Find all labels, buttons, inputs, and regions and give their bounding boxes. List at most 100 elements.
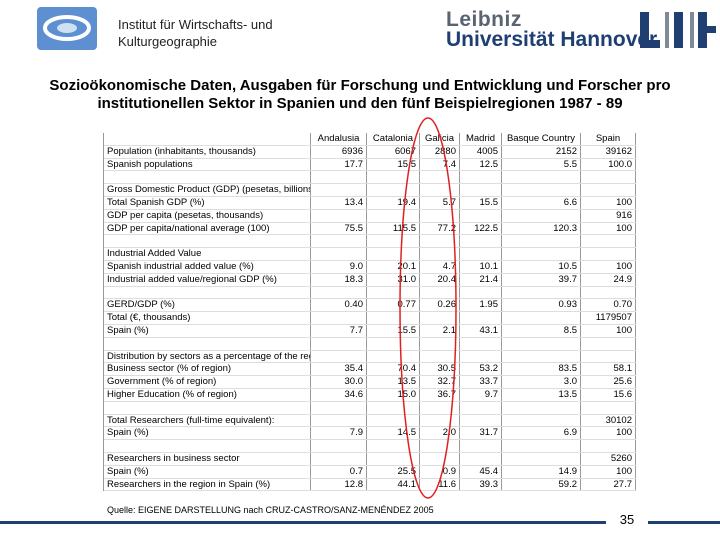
university-logo-line: Universität Hannover xyxy=(446,28,658,51)
table-cell: 2880 xyxy=(420,145,460,158)
table-cell: 0.7 xyxy=(311,465,367,478)
empty-cell xyxy=(367,184,420,196)
table-cell: 8.5 xyxy=(502,324,581,337)
empty-cell xyxy=(104,235,311,248)
source-note: Quelle: EIGENE DARSTELLUNG nach CRUZ-CAS… xyxy=(107,505,434,515)
table-cell: 122.5 xyxy=(460,222,502,235)
empty-cell xyxy=(420,209,460,222)
column-header: Andalusia xyxy=(311,133,367,145)
table-row: Spain (%) 0.7 25.5 0.9 45.4 14.9 100 xyxy=(104,465,636,479)
spacer-row xyxy=(104,235,636,249)
table-cell: 6.6 xyxy=(502,196,581,209)
table-cell: 100 xyxy=(581,222,636,235)
empty-cell xyxy=(502,440,581,452)
table-cell: 10.5 xyxy=(502,260,581,273)
table-row: Business sector (% of region) 35.4 70.4 30.… xyxy=(104,363,636,377)
table-cell: 0.93 xyxy=(502,299,581,312)
footer-line xyxy=(0,518,720,526)
row-label: Spanish populations xyxy=(104,158,311,171)
table-cell: 43.1 xyxy=(460,324,502,337)
empty-cell xyxy=(581,248,636,260)
empty-cell xyxy=(460,184,502,196)
empty-cell xyxy=(502,209,581,222)
table-cell: 100 xyxy=(581,465,636,478)
table-cell: 39.7 xyxy=(502,273,581,286)
table-cell: 13.4 xyxy=(311,196,367,209)
empty-cell xyxy=(460,248,502,260)
empty-cell xyxy=(420,452,460,465)
table-cell: 4.7 xyxy=(420,260,460,273)
luh-logo xyxy=(640,12,716,48)
row-label: Industrial Added Value xyxy=(104,248,311,260)
empty-cell xyxy=(460,337,502,350)
table-row: GERD/GDP (%) 0.40 0.77 0.26 1.95 0.93 0.70 xyxy=(104,299,636,313)
table-cell: 6067 xyxy=(367,145,420,158)
row-label: Total (€, thousands) xyxy=(104,312,311,324)
empty-cell xyxy=(367,337,420,350)
empty-cell xyxy=(581,440,636,452)
table-row: Spanish populations 17.7 15.5 7.4 12.5 5.5 100… xyxy=(104,158,636,172)
empty-cell xyxy=(420,401,460,414)
empty-cell xyxy=(367,414,420,427)
row-label: GDP per capita/national average (100) xyxy=(104,222,311,235)
empty-cell xyxy=(420,171,460,184)
spacer-row xyxy=(104,337,636,351)
empty-cell xyxy=(311,248,367,260)
row-label: Researchers in the region in Spain (%) xyxy=(104,478,311,491)
table-cell: 3.0 xyxy=(502,376,581,388)
row-label: Distribution by sectors as a percentage … xyxy=(104,350,311,363)
empty-cell xyxy=(104,337,311,350)
table-row: Government (% of region) 30.0 13.5 32.7 33.7… xyxy=(104,376,636,389)
empty-cell xyxy=(502,337,581,350)
highlight-ellipse xyxy=(399,117,457,499)
slide-title: Sozioökonomische Daten, Ausgaben für For… xyxy=(49,77,671,112)
empty-cell xyxy=(502,286,581,299)
empty-cell xyxy=(460,312,502,324)
spacer-row xyxy=(104,440,636,453)
empty-cell xyxy=(581,235,636,248)
table-cell: 0.77 xyxy=(367,299,420,312)
spacer-row xyxy=(104,171,636,185)
table-cell: 18.3 xyxy=(311,273,367,286)
table-cell: 916 xyxy=(581,209,636,222)
empty-cell xyxy=(367,350,420,363)
table-cell: 100 xyxy=(581,324,636,337)
table-cell: 7.7 xyxy=(311,324,367,337)
table-row: Higher Education (% of region) 34.6 15.0 36… xyxy=(104,388,636,402)
empty-cell xyxy=(367,286,420,299)
row-label: Business sector (% of region) xyxy=(104,363,311,376)
table-cell: 100 xyxy=(581,260,636,273)
table-cell: 25.5 xyxy=(367,465,420,478)
empty-cell xyxy=(367,401,420,414)
table-cell: 21.4 xyxy=(460,273,502,286)
row-label: Spain (%) xyxy=(104,427,311,440)
table-cell: 13.5 xyxy=(502,388,581,401)
table-cell: 20.1 xyxy=(367,260,420,273)
row-label: Government (% of region) xyxy=(104,376,311,388)
table-cell: 33.7 xyxy=(460,376,502,388)
empty-cell xyxy=(104,171,311,184)
empty-cell xyxy=(367,171,420,184)
table-row: Population (inhabitants, thousands) 6936 6… xyxy=(104,145,636,159)
table-cell: 75.5 xyxy=(311,222,367,235)
header-cell xyxy=(104,133,311,145)
table-cell: 6.9 xyxy=(502,427,581,440)
row-label: Spain (%) xyxy=(104,465,311,478)
empty-cell xyxy=(502,401,581,414)
empty-cell xyxy=(311,235,367,248)
table-cell: 34.6 xyxy=(311,388,367,401)
empty-cell xyxy=(311,414,367,427)
row-label: Spanish industrial added value (%) xyxy=(104,260,311,273)
empty-cell xyxy=(311,184,367,196)
empty-cell xyxy=(311,286,367,299)
table-cell: 83.5 xyxy=(502,363,581,376)
empty-cell xyxy=(502,452,581,465)
table-row: Distribution by sectors as a percentage … xyxy=(104,350,636,364)
table-cell: 14.9 xyxy=(502,465,581,478)
table-cell: 70.4 xyxy=(367,363,420,376)
empty-cell xyxy=(460,401,502,414)
empty-cell xyxy=(311,401,367,414)
table-cell: 1179507 xyxy=(581,312,636,324)
table-cell: 9.0 xyxy=(311,260,367,273)
